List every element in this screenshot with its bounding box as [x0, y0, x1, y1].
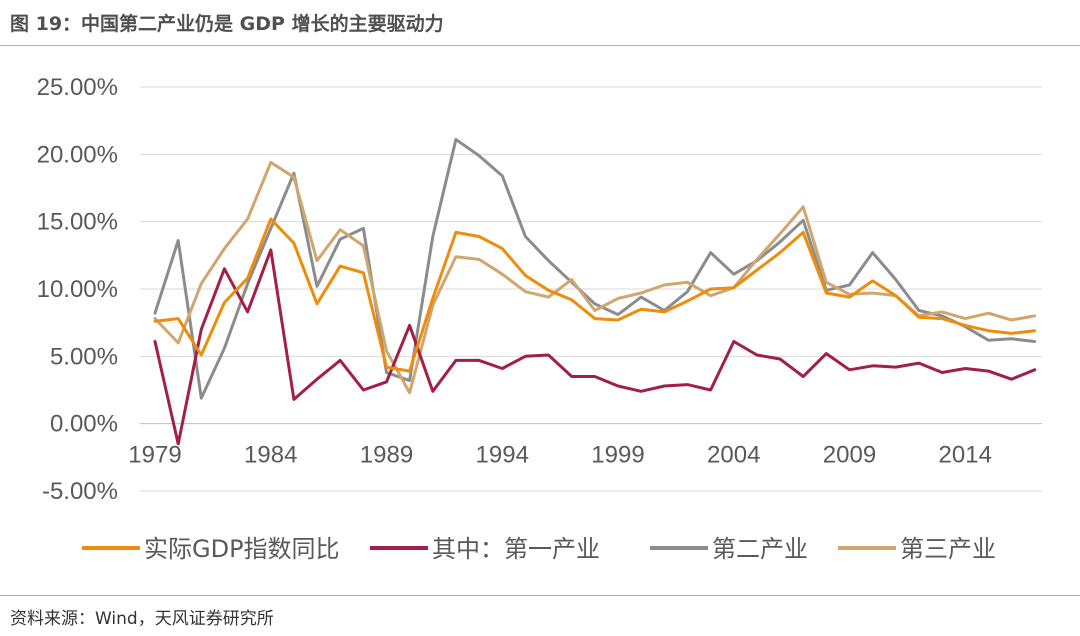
- x-tick-label: 2009: [823, 442, 876, 469]
- x-tick-label: 1994: [476, 442, 529, 469]
- x-tick-label: 1979: [128, 442, 181, 469]
- source-note: 资料来源：Wind，天风证券研究所: [10, 609, 274, 629]
- y-tick-label: 5.00%: [50, 343, 118, 370]
- legend-label: 第三产业: [900, 535, 996, 563]
- series-line-0: [153, 217, 1037, 373]
- series-line-3: [153, 160, 1037, 395]
- y-tick-label: 20.00%: [37, 141, 118, 168]
- legend-label: 其中：第一产业: [432, 535, 600, 563]
- series-line-1: [153, 248, 1037, 446]
- legend: 实际GDP指数同比 其中：第一产业 第二产业 第三产业: [82, 535, 996, 563]
- y-tick-label: -5.00%: [42, 478, 118, 505]
- series-line-2: [153, 138, 1037, 400]
- x-tick-label: 1984: [244, 442, 297, 469]
- y-tick-label: 15.00%: [37, 209, 118, 236]
- y-tick-label: 25.00%: [37, 74, 118, 101]
- y-tick-label: 10.00%: [37, 276, 118, 303]
- gridlines: [140, 86, 1042, 492]
- x-tick-label: 1989: [360, 442, 413, 469]
- y-axis-ticks: 25.00% 20.00% 15.00% 10.00% 5.00% 0.00% -5.00%: [37, 74, 118, 505]
- series-lines: [153, 138, 1037, 446]
- line-chart: 25.00% 20.00% 15.00% 10.00% 5.00% 0.00% -5.00%…: [37, 74, 1042, 563]
- title-divider: [0, 45, 1080, 46]
- figure-title: 图 19：中国第二产业仍是 GDP 增长的主要驱动力: [10, 13, 444, 35]
- x-tick-label: 1999: [591, 442, 644, 469]
- x-tick-label: 2014: [939, 442, 992, 469]
- x-axis-ticks: 1979 1984 1989 1994 1999 2004 2009 2014: [128, 442, 992, 469]
- legend-label: 第二产业: [712, 535, 808, 563]
- y-tick-label: 0.00%: [50, 411, 118, 438]
- x-tick-label: 2004: [707, 442, 760, 469]
- legend-label: 实际GDP指数同比: [144, 535, 340, 563]
- source-divider: [0, 595, 1080, 596]
